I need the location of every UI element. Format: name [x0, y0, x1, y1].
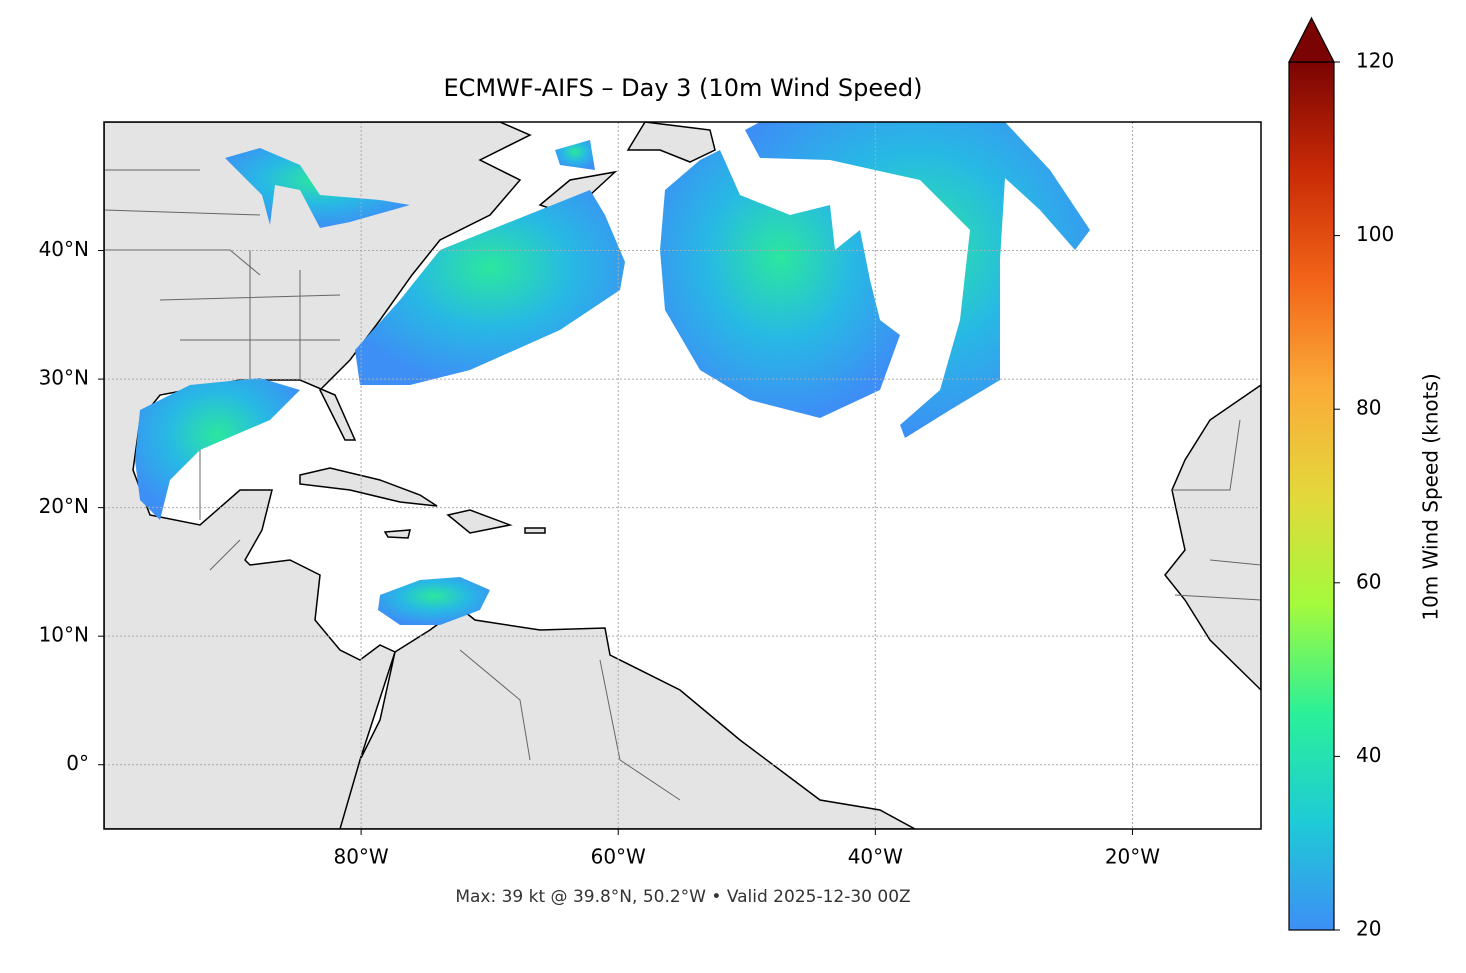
state-borders [104, 169, 1261, 801]
wind-gulf [135, 378, 300, 520]
colorbar-tick-label: 40 [1356, 743, 1381, 767]
x-tick-label: 20°W [1105, 845, 1160, 869]
cuba [299, 467, 438, 507]
wind-caribbean [378, 577, 490, 625]
colorbar-tick-label: 80 [1356, 396, 1381, 420]
colorbar-tick-label: 100 [1356, 222, 1394, 246]
puerto-rico [524, 527, 546, 534]
x-tick-label: 60°W [591, 845, 646, 869]
wind-central [660, 150, 900, 418]
map-frame [103, 121, 1262, 830]
hispaniola [446, 509, 513, 534]
jamaica [383, 529, 411, 539]
x-tick-label: 80°W [333, 845, 388, 869]
colorbar-tick-label: 60 [1356, 569, 1381, 593]
y-tick-label: 10°N [39, 623, 89, 647]
colorbar-extend [1288, 16, 1335, 63]
wind-east-coast [355, 190, 625, 385]
y-tick-label: 0° [66, 751, 89, 775]
y-tick-label: 30°N [39, 366, 89, 390]
map-area [104, 122, 1261, 829]
colorbar-tick-label: 120 [1356, 49, 1394, 73]
colorbar-tick-label: 20 [1356, 917, 1381, 941]
newfoundland [626, 122, 716, 163]
colorbar [1288, 61, 1335, 931]
y-tick-label: 40°N [39, 237, 89, 261]
y-tick-label: 20°N [39, 494, 89, 518]
wind-gulf-stlawrence [555, 140, 595, 170]
wind-great-lakes [225, 148, 410, 228]
south-america [339, 607, 916, 829]
africa [1164, 384, 1261, 692]
annotation: Max: 39 kt @ 39.8°N, 50.2°W • Valid 2025… [455, 887, 910, 907]
chart-title: ECMWF-AIFS – Day 3 (10m Wind Speed) [443, 74, 922, 102]
colorbar-label: 10m Wind Speed (knots) [1419, 373, 1443, 620]
x-tick-label: 40°W [848, 845, 903, 869]
wind-crescent [745, 122, 1090, 438]
